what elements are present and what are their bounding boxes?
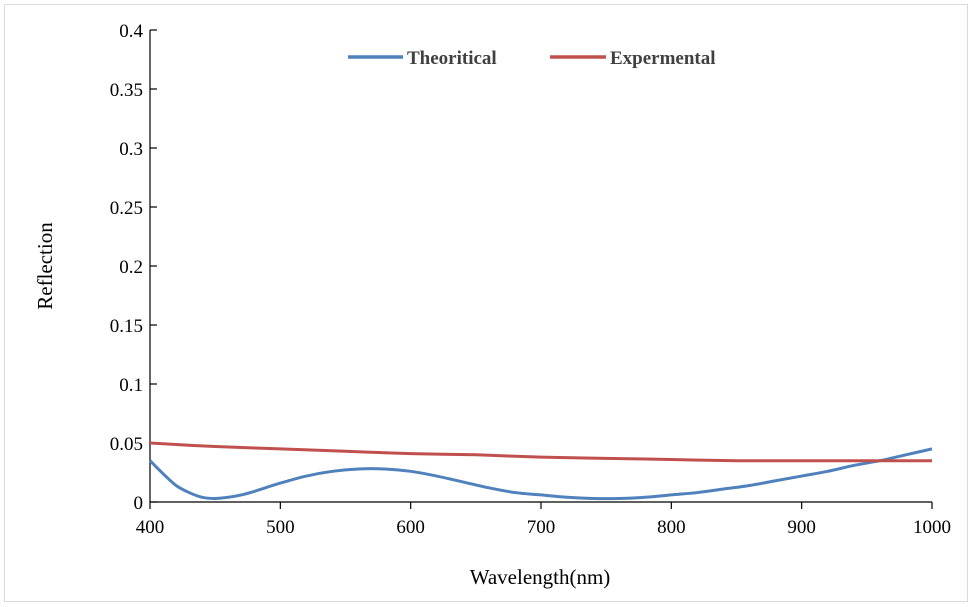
axes	[149, 30, 932, 503]
legend-label: Theoritical	[407, 48, 497, 69]
series-line-expermental	[149, 441, 933, 463]
y-tick-label: 0.05	[110, 434, 143, 455]
y-tick-label: 0	[134, 493, 144, 514]
y-axis-title: Reflection	[33, 222, 57, 310]
y-tick-label: 0.2	[119, 257, 143, 278]
x-tick-label: 800	[657, 517, 686, 538]
legend: Theoritical Expermental	[348, 48, 716, 69]
x-tick-label: 1000	[913, 517, 951, 538]
y-tick-label: 0.4	[119, 21, 143, 42]
y-tick-label: 0.35	[110, 80, 143, 101]
x-tick-label: 400	[136, 517, 165, 538]
ticks: 0 0.05 0.1 0.15 0.2 0.25 0.3 0.35 0.4 400 500 600 70…	[110, 21, 951, 538]
x-tick-label: 600	[396, 517, 425, 538]
series-lines	[148, 441, 933, 501]
x-tick-label: 700	[527, 517, 556, 538]
series-line-theoritical	[148, 447, 933, 501]
y-tick-label: 0.3	[119, 139, 143, 160]
y-tick-label: 0.15	[110, 316, 143, 337]
x-tick-label: 900	[787, 517, 816, 538]
y-tick-label: 0.1	[119, 375, 143, 396]
legend-label: Expermental	[610, 48, 716, 69]
x-tick-label: 500	[266, 517, 295, 538]
x-axis-title: Wavelength(nm)	[470, 565, 611, 589]
y-tick-label: 0.25	[110, 198, 143, 219]
